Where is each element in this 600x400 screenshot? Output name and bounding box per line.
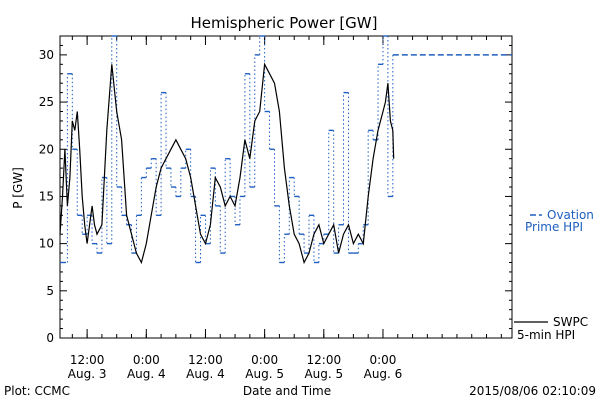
plot-timestamp: 2015/08/06 02:10:09 (469, 384, 596, 398)
chart-title: Hemispheric Power [GW] (191, 14, 378, 32)
x-tick-label-date: Aug. 3 (68, 367, 107, 381)
x-axis-label: Date and Time (243, 384, 331, 398)
plot-frame (59, 35, 513, 339)
x-tick-label-time: 12:00 (70, 353, 105, 367)
x-tick-label-date: Aug. 4 (186, 367, 225, 381)
x-tick-label-time: 0:00 (251, 353, 278, 367)
y-tick-label: 20 (39, 142, 54, 156)
y-tick-label: 0 (46, 331, 54, 345)
y-tick-label: 15 (39, 189, 54, 203)
series-layer (59, 35, 512, 265)
legend-ovation-label: Prime HPI (525, 220, 583, 234)
y-tick-label: 30 (39, 48, 54, 62)
x-tick-label-date: Aug. 5 (304, 367, 343, 381)
y-tick-label: 5 (46, 284, 54, 298)
y-axis: 0 5 10 15 20 25 30 (39, 35, 512, 345)
x-tick-label-time: 12:00 (188, 353, 223, 367)
swpc-line (59, 62, 395, 265)
x-tick-label-time: 12:00 (307, 353, 342, 367)
x-tick-label-time: 0:00 (133, 353, 160, 367)
legend-swpc-label: SWPC (553, 315, 588, 329)
legend-ovation-label: Ovation (547, 208, 594, 222)
x-tick-label-date: Aug. 4 (127, 367, 166, 381)
y-tick-label: 25 (39, 95, 54, 109)
legend-swpc-label: 5-min HPI (517, 328, 575, 342)
x-tick-label-date: Aug. 6 (364, 367, 403, 381)
x-tick-label-date: Aug. 5 (245, 367, 284, 381)
y-tick-label: 10 (39, 237, 54, 251)
plot-credit: Plot: CCMC (4, 384, 70, 398)
x-tick-label-time: 0:00 (369, 353, 396, 367)
y-axis-label: P [GW] (11, 167, 25, 209)
